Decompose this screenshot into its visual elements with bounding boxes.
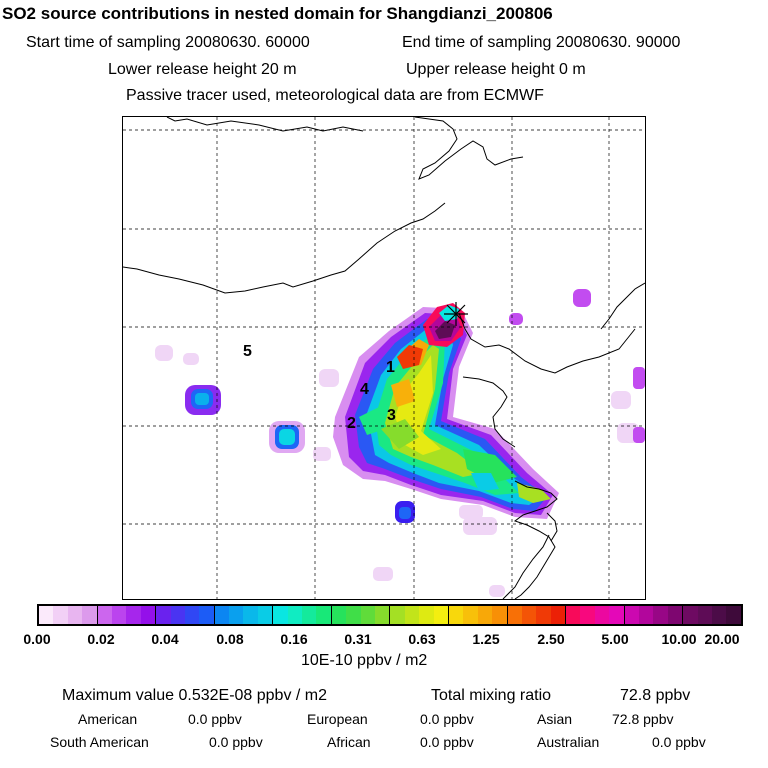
colorbar-tick: 0.08 <box>216 631 244 647</box>
american-label: American <box>78 711 138 727</box>
colorbar-tick: 0.63 <box>408 631 436 647</box>
colorbar-tick: 0.16 <box>280 631 308 647</box>
colorbar-swatch <box>521 606 537 624</box>
tracer-note: Passive tracer used, meteorological data… <box>126 87 544 104</box>
colorbar-swatch <box>53 606 68 624</box>
plot-title: SO2 source contributions in nested domai… <box>2 4 553 23</box>
colorbar-swatch <box>346 606 361 624</box>
map-panel: 1 2 3 4 5 <box>122 116 646 600</box>
colorbar-units: 10E-10 ppbv / m2 <box>301 652 428 669</box>
colorbar-tick: 0.31 <box>344 631 372 647</box>
colorbar-swatch <box>97 606 112 624</box>
colorbar-tick: 1.25 <box>472 631 500 647</box>
colorbar-tick: 0.02 <box>87 631 115 647</box>
colorbar-swatch <box>140 606 157 624</box>
colorbar-swatch <box>404 606 420 624</box>
colorbar-swatch <box>550 606 567 624</box>
colorbar-swatch <box>243 606 258 624</box>
american-value: 0.0 ppbv <box>188 711 242 727</box>
small-plume-blobs <box>185 289 645 523</box>
colorbar-swatch <box>126 606 141 624</box>
colorbar-swatch <box>374 606 391 624</box>
colorbar-swatch <box>594 606 610 624</box>
colorbar-swatch <box>229 606 244 624</box>
asian-value: 72.8 ppbv <box>612 711 674 727</box>
colorbar-swatch <box>214 606 230 624</box>
colorbar-swatch <box>624 606 640 624</box>
colorbar-swatch <box>302 606 317 624</box>
colorbar-tick: 5.00 <box>601 631 629 647</box>
upper-release-height: Upper release height 0 m <box>406 61 586 78</box>
colorbar-swatch <box>199 606 215 624</box>
european-label: European <box>307 711 368 727</box>
colorbar-swatch <box>39 606 54 624</box>
european-value: 0.0 ppbv <box>420 711 474 727</box>
colorbar-swatch <box>667 606 684 624</box>
colorbar-swatch <box>331 606 347 624</box>
asian-label: Asian <box>537 711 573 727</box>
total-mixing-ratio-label: Total mixing ratio <box>431 687 552 704</box>
colorbar-swatch <box>536 606 551 624</box>
low-concentration-patches <box>155 345 639 597</box>
color-scale-bar <box>37 604 743 626</box>
region-label-1: 1 <box>386 359 395 376</box>
region-label-5: 5 <box>243 343 252 360</box>
colorbar-tick: 20.00 <box>704 631 740 647</box>
colorbar-swatch <box>463 606 478 624</box>
colorbar-swatch <box>683 606 698 624</box>
colorbar-swatch <box>273 606 288 624</box>
total-mixing-ratio-value: 72.8 ppbv <box>620 687 691 704</box>
colorbar-swatch <box>111 606 127 624</box>
main-plume <box>333 303 559 519</box>
sampling-start: Start time of sampling 20080630. 60000 <box>26 34 310 51</box>
colorbar-swatch <box>609 606 625 624</box>
colorbar-swatch <box>566 606 581 624</box>
african-value: 0.0 ppbv <box>420 734 474 750</box>
lower-release-height: Lower release height 20 m <box>108 61 297 78</box>
colorbar-swatch <box>184 606 200 624</box>
colorbar-swatch <box>360 606 375 624</box>
lat-lon-grid <box>123 117 645 599</box>
colorbar-swatch <box>316 606 332 624</box>
station-star-icon <box>444 302 468 326</box>
region-label-2: 2 <box>347 415 356 432</box>
colorbar-swatch <box>507 606 522 624</box>
map-canvas <box>123 117 645 599</box>
sampling-end: End time of sampling 20080630. 90000 <box>402 34 681 51</box>
region-label-4: 4 <box>360 381 369 398</box>
african-label: African <box>327 734 371 750</box>
south-american-label: South American <box>50 734 149 750</box>
colorbar-swatch <box>697 606 712 624</box>
region-label-3: 3 <box>387 407 396 424</box>
colorbar-swatch <box>170 606 185 624</box>
australian-value: 0.0 ppbv <box>652 734 706 750</box>
colorbar-swatch <box>726 606 741 624</box>
colorbar-swatch <box>711 606 727 624</box>
colorbar-swatch <box>257 606 274 624</box>
australian-label: Australian <box>537 734 600 750</box>
colorbar-swatch <box>287 606 303 624</box>
colorbar-swatch <box>82 606 98 624</box>
colorbar-swatch <box>433 606 449 624</box>
colorbar-tick: 0.00 <box>23 631 51 647</box>
colorbar-swatch <box>448 606 464 624</box>
colorbar-swatch <box>419 606 434 624</box>
colorbar-swatch <box>492 606 508 624</box>
colorbar-swatch <box>639 606 654 624</box>
colorbar-tick: 2.50 <box>537 631 565 647</box>
colorbar-swatch <box>67 606 83 624</box>
maximum-value: Maximum value 0.532E-08 ppbv / m2 <box>62 687 328 704</box>
coastlines <box>123 117 645 599</box>
south-american-value: 0.0 ppbv <box>209 734 263 750</box>
colorbar-swatch <box>156 606 171 624</box>
colorbar-tick: 0.04 <box>151 631 179 647</box>
colorbar-swatch <box>653 606 668 624</box>
colorbar-swatch <box>477 606 493 624</box>
colorbar-swatch <box>390 606 405 624</box>
colorbar-tick: 10.00 <box>661 631 697 647</box>
colorbar-swatch <box>580 606 595 624</box>
